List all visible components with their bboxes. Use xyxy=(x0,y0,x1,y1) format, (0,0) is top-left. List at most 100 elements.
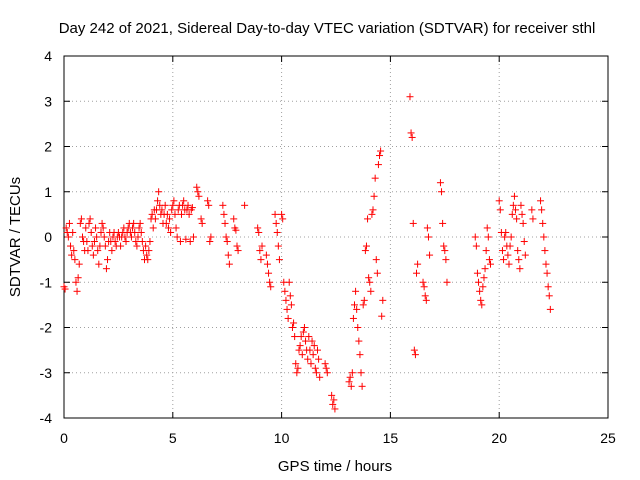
data-point xyxy=(73,287,81,295)
data-point xyxy=(520,238,528,246)
data-point xyxy=(171,210,179,218)
data-point xyxy=(481,265,489,273)
data-point xyxy=(82,224,90,232)
data-point xyxy=(224,251,232,259)
data-point xyxy=(328,391,336,399)
data-point xyxy=(146,238,154,246)
data-point xyxy=(188,204,196,212)
data-point xyxy=(311,364,319,372)
x-tick-label: 5 xyxy=(169,430,177,446)
data-point xyxy=(439,219,447,227)
data-point xyxy=(204,197,212,205)
data-point xyxy=(265,269,273,277)
data-point xyxy=(184,201,192,209)
data-point xyxy=(299,328,307,336)
data-point xyxy=(476,287,484,295)
data-point xyxy=(173,233,181,241)
x-tick-label: 0 xyxy=(60,430,68,446)
data-point xyxy=(308,337,316,345)
data-point xyxy=(262,251,270,259)
data-point xyxy=(162,219,170,227)
data-point xyxy=(483,224,491,232)
data-point xyxy=(205,201,213,209)
data-point xyxy=(514,247,522,255)
data-point xyxy=(379,296,387,304)
data-point xyxy=(101,242,109,250)
data-point xyxy=(479,283,487,291)
data-point xyxy=(282,296,290,304)
data-point xyxy=(323,369,331,377)
data-point xyxy=(424,233,432,241)
data-point xyxy=(78,233,86,241)
data-point xyxy=(537,197,545,205)
data-point xyxy=(279,215,287,223)
data-point xyxy=(360,296,368,304)
data-point xyxy=(508,210,516,218)
data-point xyxy=(310,342,318,350)
data-point xyxy=(94,247,102,255)
data-point xyxy=(284,314,292,322)
x-tick-label: 10 xyxy=(274,430,290,446)
data-point xyxy=(502,228,510,236)
data-point xyxy=(287,301,295,309)
data-point xyxy=(164,224,172,232)
data-point xyxy=(121,233,129,241)
data-point xyxy=(369,206,377,214)
data-point xyxy=(149,224,157,232)
data-point xyxy=(189,233,197,241)
data-point xyxy=(172,224,180,232)
data-point xyxy=(90,238,98,246)
data-point xyxy=(129,224,137,232)
data-point xyxy=(257,256,265,264)
data-point xyxy=(353,305,361,313)
data-point xyxy=(472,242,480,250)
data-point xyxy=(137,228,145,236)
data-point xyxy=(176,238,184,246)
data-point xyxy=(305,333,313,341)
data-point xyxy=(407,129,415,137)
data-point xyxy=(285,278,293,286)
data-point xyxy=(498,247,506,255)
data-point xyxy=(163,210,171,218)
data-point xyxy=(378,312,386,320)
data-point xyxy=(350,301,358,309)
data-point xyxy=(93,233,101,241)
data-point xyxy=(346,373,354,381)
data-point xyxy=(206,238,214,246)
data-point xyxy=(348,369,356,377)
data-point xyxy=(473,269,481,277)
data-point xyxy=(198,219,206,227)
data-point xyxy=(148,210,156,218)
data-point xyxy=(362,242,370,250)
data-point xyxy=(442,256,450,264)
series-SDTVAR xyxy=(60,93,554,413)
data-point xyxy=(67,242,75,250)
data-point xyxy=(312,369,320,377)
data-point xyxy=(230,215,238,223)
data-point xyxy=(501,233,509,241)
data-point xyxy=(345,378,353,386)
data-point xyxy=(95,260,103,268)
data-point xyxy=(87,228,95,236)
data-point xyxy=(117,242,125,250)
data-point xyxy=(258,242,266,250)
data-point xyxy=(538,206,546,214)
data-point xyxy=(225,260,233,268)
data-point xyxy=(72,278,80,286)
data-point xyxy=(309,351,317,359)
data-point xyxy=(314,346,322,354)
data-point xyxy=(223,238,231,246)
data-point xyxy=(100,233,108,241)
data-point xyxy=(509,201,517,209)
data-point xyxy=(68,251,76,259)
data-point xyxy=(307,360,315,368)
data-point xyxy=(286,292,294,300)
data-point xyxy=(271,210,279,218)
data-point xyxy=(322,364,330,372)
data-point xyxy=(370,192,378,200)
data-point xyxy=(273,228,281,236)
data-point xyxy=(219,201,227,209)
data-point xyxy=(222,233,230,241)
data-point xyxy=(298,351,306,359)
data-point xyxy=(515,256,523,264)
